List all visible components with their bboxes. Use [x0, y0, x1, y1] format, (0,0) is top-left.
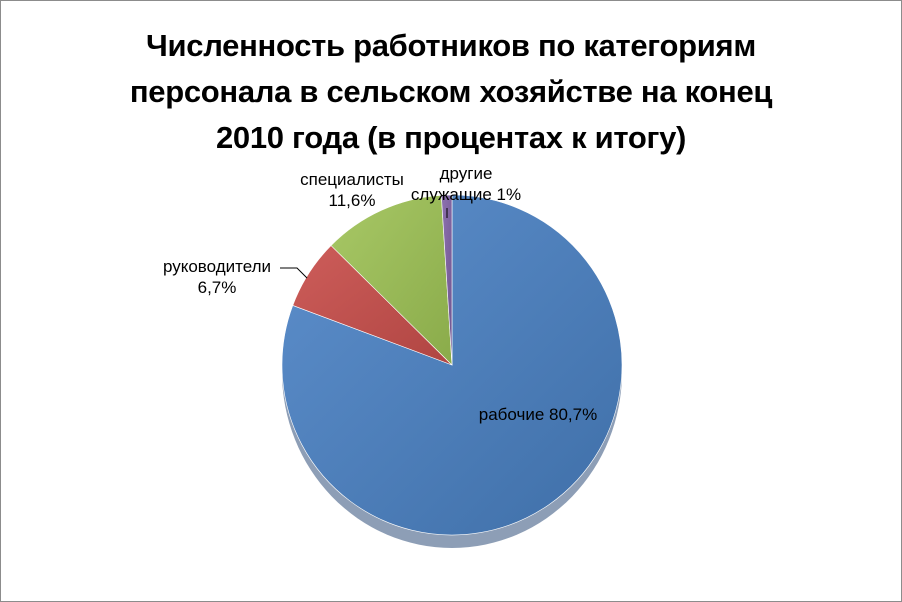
chart-title-line-2: персонала в сельском хозяйстве на конец: [129, 74, 773, 109]
slice-label-3-line-1: специалисты: [300, 170, 404, 189]
slice-label-3: специалисты 11,6%: [300, 170, 404, 210]
slice-label-1-line-1: рабочие 80,7%: [479, 405, 597, 424]
chart-title: Численность работников по категориям пер…: [1, 23, 901, 161]
pie-slice-3: [330, 195, 453, 366]
slice-label-4-line-2: служащие 1%: [411, 185, 521, 204]
pie-slices: [281, 194, 623, 536]
pie-slice-4: [441, 194, 453, 366]
slice-label-2: руководители 6,7%: [163, 257, 271, 297]
slice-label-3-line-2: 11,6%: [329, 191, 376, 210]
slice-label-1: рабочие 80,7%: [479, 405, 597, 424]
slice-label-4: другие служащие 1%: [411, 164, 521, 204]
pie-leader-lines: [280, 208, 448, 279]
leader-line-2: [280, 267, 308, 279]
pie-labels: рабочие 80,7% руководители 6,7% специалисты…: [163, 164, 597, 424]
slice-label-2-line-1: руководители: [163, 257, 271, 276]
chart-title-line-3: 2010 года (в процентах к итогу): [215, 120, 687, 155]
slice-label-2-line-2: 6,7%: [198, 278, 237, 297]
slice-label-4-line-1: другие: [440, 164, 493, 183]
chart-title-line-1: Численность работников по категориям: [146, 28, 756, 63]
